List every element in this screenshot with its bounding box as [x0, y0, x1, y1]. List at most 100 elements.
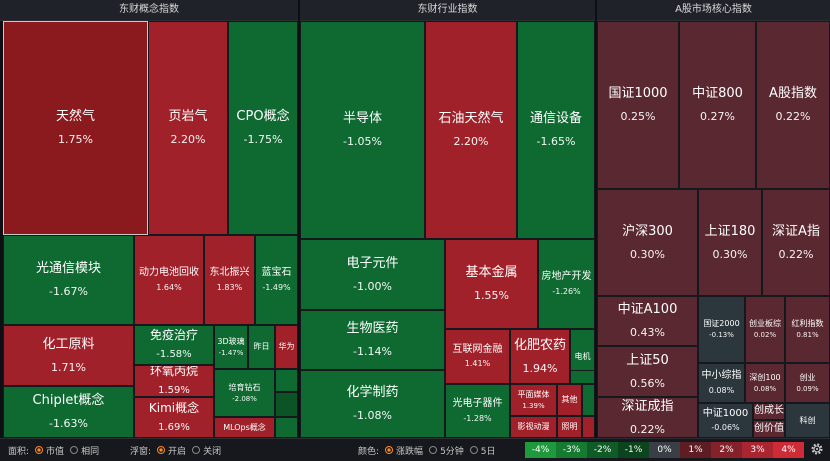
- concept-tile-9[interactable]: 3D玻璃 -1.47%: [214, 325, 248, 369]
- concept-tile-13[interactable]: 培育钻石 -2.08%: [214, 369, 275, 417]
- industry-tile-5[interactable]: 房地产开发 -1.26%: [538, 239, 595, 329]
- industry-tile-2[interactable]: 通信设备 -1.65%: [517, 21, 595, 239]
- concept-tile-11[interactable]: 华为: [275, 325, 298, 369]
- market-tile-10[interactable]: 上证50 0.56%: [597, 346, 698, 397]
- market-tile-16[interactable]: 创成长: [753, 403, 785, 420]
- market-tile-12[interactable]: 深创100 0.08%: [745, 363, 785, 403]
- tile-name: 培育钻石: [228, 382, 261, 392]
- industry-tile-6[interactable]: 生物医药 -1.14%: [300, 310, 445, 370]
- tile-name: 免疫治疗: [149, 328, 198, 343]
- color-label: 颜色:: [358, 446, 380, 457]
- color-option-change[interactable]: 涨跌幅: [396, 446, 424, 457]
- float-radio-off[interactable]: [192, 446, 201, 454]
- market-tile-11[interactable]: 中小综指 0.08%: [698, 363, 745, 403]
- industry-tile-empty-17[interactable]: [582, 416, 595, 438]
- tile-name: 中证A100: [617, 302, 678, 317]
- concept-tile-empty-17[interactable]: [275, 369, 298, 392]
- tile-name: MLOps概念: [223, 422, 266, 432]
- industry-tile-4[interactable]: 基本金属 1.55%: [445, 239, 538, 329]
- legend-swatch: -2%: [587, 442, 618, 458]
- tile-change-pct: 0.08%: [708, 385, 735, 395]
- market-tile-6[interactable]: 中证A100 0.43%: [597, 296, 698, 346]
- market-tile-15[interactable]: 中证1000 -0.06%: [698, 403, 753, 438]
- float-label: 浮窗:: [130, 446, 152, 457]
- tile-change-pct: -1.75%: [243, 133, 283, 147]
- market-tile-9[interactable]: 红利指数 0.81%: [785, 296, 830, 363]
- area-radio-market-cap[interactable]: [35, 446, 44, 454]
- tile-name: 电子元件: [346, 255, 399, 271]
- industry-tile-13[interactable]: 其他: [557, 384, 582, 416]
- market-tile-17[interactable]: 创价值: [753, 420, 785, 438]
- tile-name: 页岩气: [168, 109, 208, 124]
- concept-tile-1[interactable]: 页岩气 2.20%: [148, 21, 228, 235]
- tile-change-pct: 0.02%: [753, 331, 777, 340]
- tile-name: 互联网金融: [452, 343, 503, 355]
- concept-tile-3[interactable]: 光通信模块 -1.67%: [3, 235, 134, 325]
- concept-tile-empty-19[interactable]: [275, 417, 298, 438]
- concept-tile-12[interactable]: 环氧丙烷 1.59%: [134, 365, 214, 397]
- float-option-off[interactable]: 关闭: [203, 446, 222, 457]
- tile-change-pct: 1.64%: [156, 282, 182, 292]
- area-option-equal[interactable]: 相同: [81, 446, 100, 457]
- market-tile-5[interactable]: 深证A指 0.22%: [762, 189, 830, 296]
- tile-name: 其他: [561, 395, 578, 404]
- legend-swatch: 2%: [711, 442, 742, 458]
- market-tile-2[interactable]: A股指数 0.22%: [756, 21, 830, 189]
- concept-tile-5[interactable]: 东北振兴 1.83%: [204, 235, 255, 325]
- concept-panel-header: 东财概念指数: [0, 0, 298, 21]
- tile-change-pct: -1.65%: [536, 135, 576, 149]
- tile-change-pct: 1.55%: [474, 289, 509, 303]
- float-radio-on[interactable]: [157, 446, 166, 454]
- market-tile-14[interactable]: 深证成指 0.22%: [597, 397, 698, 438]
- industry-tile-1[interactable]: 石油天然气 2.20%: [425, 21, 517, 239]
- market-tile-18[interactable]: 科创: [785, 403, 830, 438]
- color-radio-5min[interactable]: [429, 446, 438, 454]
- concept-tile-16[interactable]: MLOps概念: [214, 417, 275, 438]
- industry-tile-11[interactable]: 光电子器件 -1.28%: [445, 384, 510, 438]
- tile-name: 通信设备: [529, 111, 582, 126]
- tile-name: 昨日: [253, 342, 270, 351]
- industry-tile-0[interactable]: 半导体 -1.05%: [300, 21, 425, 239]
- color-radio-5day[interactable]: [469, 446, 478, 454]
- color-option-5min[interactable]: 5分钟: [440, 446, 464, 457]
- tile-change-pct: 0.25%: [620, 110, 656, 124]
- legend-swatch: -4%: [525, 442, 556, 458]
- tile-change-pct: 0.30%: [630, 247, 665, 261]
- area-radio-equal[interactable]: [70, 446, 79, 454]
- float-option-on[interactable]: 开启: [168, 446, 187, 457]
- market-tile-8[interactable]: 创业板综 0.02%: [745, 296, 785, 363]
- concept-tile-0[interactable]: 天然气 1.75%: [3, 21, 148, 235]
- concept-tile-8[interactable]: 免疫治疗 -1.58%: [134, 325, 214, 365]
- tile-change-pct: 0.27%: [700, 110, 735, 124]
- industry-tile-8[interactable]: 化肥农药 1.94%: [510, 329, 570, 384]
- industry-tile-empty-18[interactable]: [570, 370, 595, 384]
- concept-tile-4[interactable]: 动力电池回收 1.64%: [134, 235, 204, 325]
- concept-tile-empty-18[interactable]: [275, 392, 298, 417]
- industry-tile-3[interactable]: 电子元件 -1.00%: [300, 239, 445, 310]
- industry-tile-14[interactable]: 影视动漫: [510, 416, 557, 438]
- industry-tile-15[interactable]: 照明: [557, 416, 582, 438]
- concept-tile-7[interactable]: 化工原料 1.71%: [3, 325, 134, 386]
- concept-tile-6[interactable]: 蓝宝石 -1.49%: [255, 235, 298, 325]
- market-tile-1[interactable]: 中证800 0.27%: [679, 21, 756, 189]
- industry-tile-10[interactable]: 化学制药 -1.08%: [300, 370, 445, 438]
- market-tile-4[interactable]: 上证180 0.30%: [698, 189, 762, 296]
- tile-change-pct: -1.05%: [343, 135, 382, 149]
- industry-tile-7[interactable]: 互联网金融 1.41%: [445, 329, 510, 384]
- gear-icon[interactable]: [810, 442, 824, 456]
- tile-name: 中小综指: [701, 370, 742, 382]
- concept-tile-15[interactable]: Kimi概念 1.69%: [134, 397, 214, 438]
- area-option-market-cap[interactable]: 市值: [46, 446, 65, 457]
- tile-name: 蓝宝石: [261, 267, 292, 279]
- market-tile-0[interactable]: 国证1000 0.25%: [597, 21, 679, 189]
- market-tile-13[interactable]: 创业 0.09%: [785, 363, 830, 403]
- market-tile-3[interactable]: 沪深300 0.30%: [597, 189, 698, 296]
- concept-tile-14[interactable]: Chiplet概念 -1.63%: [3, 386, 134, 438]
- color-radio-change[interactable]: [385, 446, 394, 454]
- industry-tile-empty-16[interactable]: [582, 384, 595, 416]
- color-option-5day[interactable]: 5日: [480, 446, 496, 457]
- concept-tile-2[interactable]: CPO概念 -1.75%: [228, 21, 298, 235]
- market-tile-7[interactable]: 国证2000 -0.13%: [698, 296, 745, 363]
- industry-tile-12[interactable]: 平面媒体 1.39%: [510, 384, 557, 416]
- concept-tile-10[interactable]: 昨日: [248, 325, 275, 369]
